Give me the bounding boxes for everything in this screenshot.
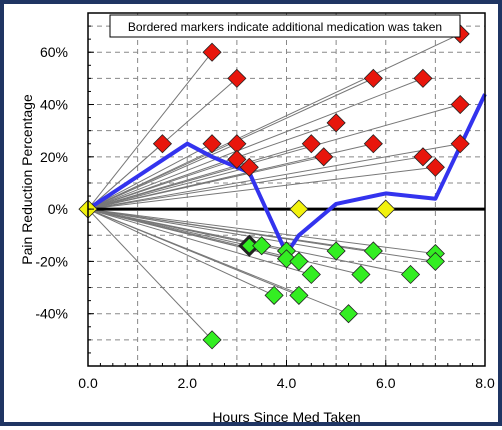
connector-line [87,208,213,341]
connector-line [87,208,362,275]
connector-line [87,122,337,210]
x-axis-title: Hours Since Med Taken [212,409,360,425]
data-point [400,264,421,285]
annotation-box: Bordered markers indicate additional med… [109,14,461,38]
y-tick-label: 20% [40,149,68,165]
data-point [301,134,321,154]
data-point [314,147,334,167]
y-tick-label: 0% [48,201,68,217]
connector-line [87,166,250,210]
x-tick-label: 4.0 [277,375,297,391]
connector-line [87,33,461,210]
data-point [202,42,222,62]
axis-ticks: 0.0 2.0 4.0 6.0 8.0 60% 40% 20% 0% -20% -40% [35,25,495,391]
data-point [450,134,470,154]
data-point [425,251,445,271]
connector-line [87,104,461,210]
data-point [264,285,284,305]
data-point [363,68,383,88]
connector-line [87,208,312,275]
y-axis-title: Pain Reduction Percentage [19,94,35,265]
connector-lines [87,33,461,341]
x-tick-label: 8.0 [475,375,495,391]
data-point [202,134,222,154]
data-point [289,251,309,271]
annotation-text: Bordered markers indicate additional med… [128,20,442,34]
y-tick-label: -20% [35,253,68,269]
annotation-box-border [109,14,461,38]
connector-line [87,143,461,210]
connector-line [87,51,213,210]
data-point [239,157,259,177]
connector-line [87,143,213,210]
data-point [227,68,247,88]
data-point [289,199,309,219]
data-point [413,147,433,167]
data-point [425,157,445,177]
data-point [351,264,371,285]
data-point [450,94,470,115]
connector-line [87,77,424,210]
y-tick-label: 40% [40,97,68,113]
data-point [326,113,346,133]
data-point [338,304,359,324]
y-tick-label: -40% [35,306,68,322]
data-point [252,236,272,256]
data-point [326,241,346,261]
data-point [363,134,383,154]
data-point [376,199,396,219]
data-point [301,264,321,285]
average-line [86,93,487,256]
connector-line [87,208,275,296]
x-tick-label: 6.0 [376,375,396,391]
data-point [413,68,433,88]
data-point [202,330,222,350]
y-tick-label: 60% [40,44,68,60]
data-point [363,241,383,261]
data-point [276,249,297,269]
x-tick-label: 2.0 [178,375,198,391]
data-point [152,134,173,154]
data-point [289,285,309,305]
connector-line [87,166,436,210]
data-point [227,149,247,169]
chart-canvas: 0.0 2.0 4.0 6.0 8.0 60% 40% 20% 0% -20% -40% Borde… [19,12,495,425]
x-tick-label: 0.0 [78,375,98,391]
